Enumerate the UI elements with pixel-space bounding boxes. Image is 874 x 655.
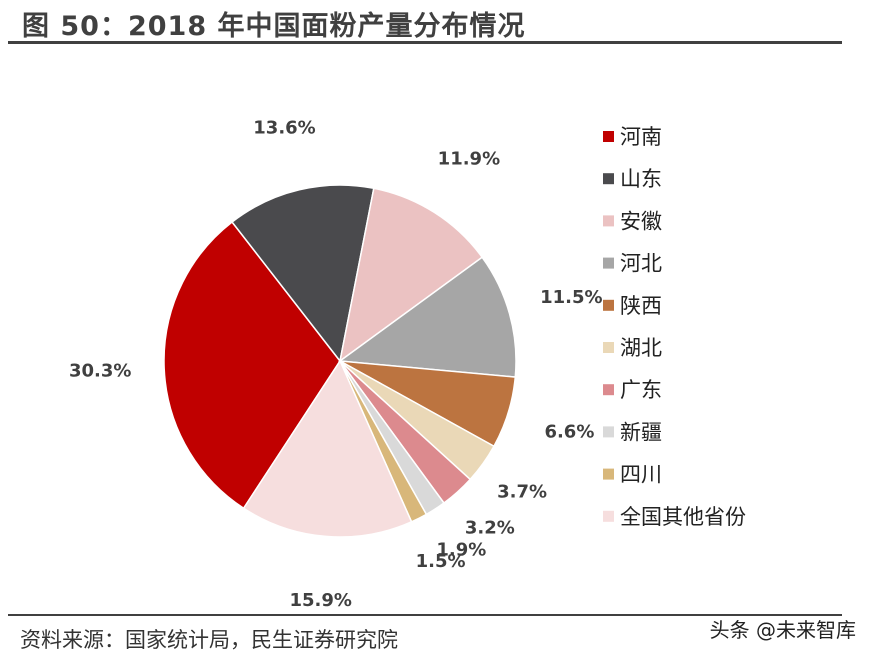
slice-label-9: 15.9% (289, 590, 351, 611)
legend-label-6: 广东 (620, 378, 662, 402)
slice-label-6: 3.2% (465, 518, 515, 539)
source-note: 资料来源：国家统计局，民生证券研究院 (20, 628, 398, 652)
slice-label-4: 6.6% (544, 422, 594, 443)
slice-label-7: 1.9% (436, 539, 486, 560)
legend-swatch-0 (603, 131, 614, 142)
slice-label-8: 1.5% (416, 551, 466, 572)
watermark: 头条 @未来智库 (709, 618, 856, 642)
pie-slice-2 (338, 187, 484, 363)
legend-label-0: 河南 (620, 125, 662, 149)
legend-swatch-1 (603, 173, 614, 185)
slice-label-0: 30.3% (69, 361, 131, 382)
footer-divider (8, 614, 842, 616)
legend-label-9: 全国其他省份 (620, 505, 746, 529)
legend-label-7: 新疆 (620, 420, 662, 444)
legend-label-1: 山东 (620, 167, 662, 191)
slice-labels: 30.3% 13.6% 11.9% 11.5% 6.6% 3.7% 3.2%1.9%1.5%… (69, 118, 603, 612)
legend-swatch-6 (603, 384, 614, 396)
slice-label-1: 13.6% (253, 118, 315, 139)
legend-swatch-3 (603, 257, 614, 269)
pie-slices (163, 184, 517, 538)
pie-slice-1 (231, 184, 375, 363)
legend-swatch-9 (603, 510, 614, 522)
legend-label-2: 安徽 (620, 209, 662, 233)
slice-label-3: 11.5% (540, 287, 602, 308)
pie-slice-0 (163, 220, 341, 510)
chart-title: 图 50：2018 年中国面粉产量分布情况 (22, 11, 526, 42)
legend-swatch-2 (603, 215, 614, 227)
legend-swatch-7 (603, 426, 614, 438)
slice-label-5: 3.7% (497, 482, 547, 503)
legend-swatch-8 (603, 468, 614, 480)
pie-slice-3 (337, 256, 517, 378)
legend-swatch-5 (603, 342, 614, 353)
legend-label-5: 湖北 (620, 336, 662, 360)
pie-slice-9 (242, 359, 413, 538)
legend-label-3: 河北 (620, 252, 662, 276)
legend-label-4: 陕西 (620, 294, 662, 318)
title-divider (8, 41, 842, 44)
legend-swatch-4 (603, 299, 614, 311)
slice-label-2: 11.9% (438, 149, 500, 170)
legend-label-8: 四川 (620, 463, 662, 487)
